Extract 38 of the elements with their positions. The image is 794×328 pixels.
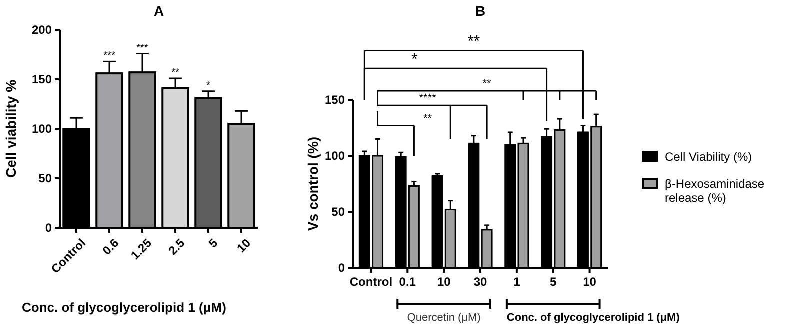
y-tick-label: 150 (324, 93, 346, 108)
legend-label: β-Hexosaminidase release (%) (665, 177, 765, 205)
y-tick-label: 0 (338, 261, 346, 276)
x-tick-label: 2.5 (166, 236, 188, 258)
y-axis-title: Cell viability % (3, 79, 19, 178)
chart-title: A (154, 3, 164, 19)
y-axis-title: Vs control (%) (305, 136, 321, 232)
x-tick-label: 1 (514, 275, 521, 289)
y-tick-label: 50 (332, 205, 346, 220)
annotation: **** (419, 92, 438, 105)
annotation: *** (136, 42, 148, 54)
x-tick-label: 10 (437, 275, 452, 289)
y-tick-label: 100 (32, 122, 52, 136)
annotation: ** (423, 112, 433, 125)
y-tick-label: 100 (324, 149, 346, 164)
chart-title: B (475, 3, 486, 19)
y-tick-label: 50 (38, 172, 52, 186)
text: Conc. of glycoglycerolipid 1 (μM) (506, 312, 680, 324)
x-tick-label: 0.1 (399, 275, 416, 289)
y-tick-label: 150 (32, 72, 52, 87)
annotation: ** (172, 68, 180, 79)
y-tick-label: 0 (45, 221, 52, 236)
annotation: * (206, 80, 211, 92)
x-tick-label: 5 (206, 236, 221, 251)
x-tick-label: 5 (550, 275, 558, 289)
x-tick-label: Control (350, 275, 393, 289)
text: ** (482, 78, 492, 90)
annotation: *** (104, 50, 116, 62)
text: * (412, 52, 418, 69)
y-tick-label: 200 (32, 23, 52, 38)
x-tick-label: 10 (583, 275, 597, 289)
x-tick-label: 0.6 (100, 236, 122, 258)
x-axis-title: Conc. of glycoglycerolipid 1 (μM) (22, 300, 226, 315)
x-tick-label: 10 (234, 236, 254, 256)
text: Quercetin (μM) (407, 312, 481, 324)
legend-label: Cell Viability (%) (665, 150, 752, 164)
text: ** (468, 34, 480, 51)
x-tick-label: 30 (474, 275, 488, 289)
